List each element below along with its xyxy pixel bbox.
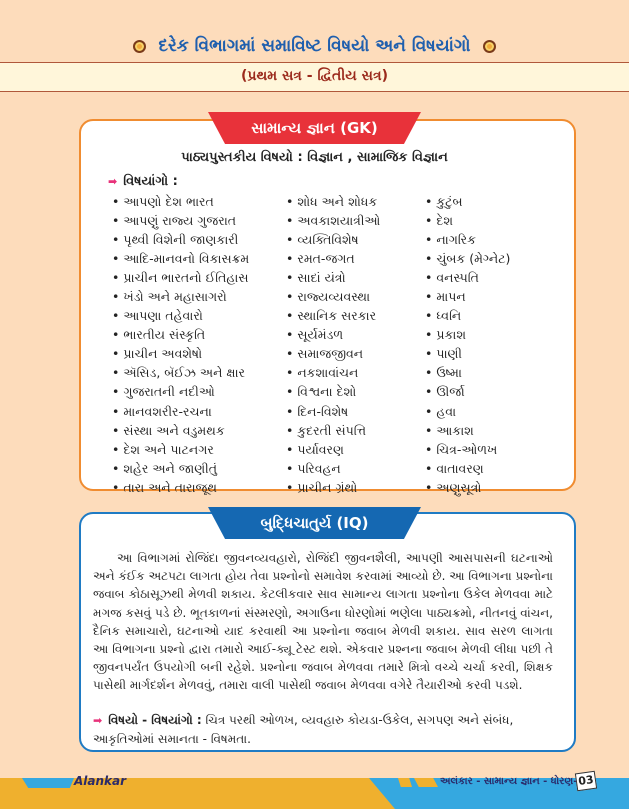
topic-item: પ્રાચીન ભારતનો ઈતિહાસ — [112, 268, 249, 287]
topic-item: સાદાં યંત્રો — [286, 268, 380, 287]
topic-item: નકશાવાંચન — [286, 363, 380, 382]
topic-item: ચિત્ર-ઓળખ — [425, 440, 510, 459]
topic-item: પ્રાચીન અવશેષો — [112, 344, 249, 363]
footer-stripe — [22, 778, 74, 788]
topics-column-1: આપણો દેશ ભારતઆપણું રાજ્ય ગુજરાતપૃથ્વી વિ… — [112, 192, 249, 497]
page-subtitle: (પ્રથમ સત્ર - દ્વિતીય સત્ર) — [240, 68, 388, 84]
topic-item: ભારતીય સંસ્કૃતિ — [112, 325, 249, 344]
topic-item: અણુસૂત્રો — [425, 478, 510, 497]
topic-item: ઊર્જા — [425, 382, 510, 401]
topic-item: સંસ્થા અને વડુમથક — [112, 421, 249, 440]
topic-item: પરિવહન — [286, 459, 380, 478]
subtitle-band — [0, 62, 629, 92]
topic-item: આપણું રાજ્ય ગુજરાત — [112, 211, 249, 230]
topic-item: ચુંબક (મેગ્નેટ) — [425, 249, 510, 268]
bullet-circle-icon — [133, 39, 147, 53]
topic-item: આપણો દેશ ભારત — [112, 192, 249, 211]
page-title: દરેક વિભાગમાં સમાવિષ્ટ વિષયો અને વિષયાંગ… — [0, 36, 629, 56]
topic-item: માપન — [425, 287, 510, 306]
topics-column-2: શોધ અને શોધકઅવકાશયાત્રીઓવ્યક્તિવિશેષરમત-… — [286, 192, 380, 497]
topic-item: વ્યક્તિવિશેષ — [286, 230, 380, 249]
footer-text: અલંકાર - સામાન્ય જ્ઞાન - ધોરણ-6 — [440, 776, 585, 787]
topic-item: તારા અને તારાજૂથ — [112, 478, 249, 497]
page-number: 03 — [574, 770, 598, 792]
topic-item: માનવશરીર-રચના — [112, 402, 249, 421]
iq-tab: બુદ્ધિચાતુર્ય (IQ) — [208, 507, 421, 539]
bullet-circle-icon — [482, 39, 496, 53]
subhead-text: વિષયાંગો : — [123, 174, 178, 189]
topic-item: સૂર્યમંડળ — [286, 325, 380, 344]
topic-item: પ્રકાશ — [425, 325, 510, 344]
topic-item: ઍસિડ, બૅઈઝ અને ક્ષાર — [112, 363, 249, 382]
title-text: દરેક વિભાગમાં સમાવિષ્ટ વિષયો અને વિષયાંગ… — [158, 36, 471, 56]
topic-item: ખંડો અને મહાસાગરો — [112, 287, 249, 306]
iq-box — [79, 512, 576, 752]
arrow-icon: ➡ — [93, 714, 103, 727]
topic-item: આદિ-માનવનો વિકાસક્રમ — [112, 249, 249, 268]
topic-item: શોધ અને શોધક — [286, 192, 380, 211]
topic-item: પાણી — [425, 344, 510, 363]
topic-item: દિન-વિશેષ — [286, 402, 380, 421]
footer — [0, 778, 629, 809]
topic-item: વાતાવરણ — [425, 459, 510, 478]
topic-item: દેશ અને પાટનગર — [112, 440, 249, 459]
topic-item: કુદરતી સંપત્તિ — [286, 421, 380, 440]
topic-item: વનસ્પતિ — [425, 268, 510, 287]
topics-label: વિષયો - વિષયાંગો : — [108, 713, 202, 727]
logo-text: Alankar — [74, 774, 127, 788]
topic-item: ઉષ્મા — [425, 363, 510, 382]
footer-stripe — [414, 778, 438, 787]
topic-item: ગુજરાતની નદીઓ — [112, 382, 249, 401]
topic-item: અવકાશયાત્રીઓ — [286, 211, 380, 230]
topic-item: રાજ્યવ્યવસ્થા — [286, 287, 380, 306]
topics-text: ચિત્ર પરથી ઓળખ, વ્યવહારુ કોયડા-ઉકેલ, સગપ… — [93, 713, 514, 747]
topic-item: આકાશ — [425, 421, 510, 440]
topic-item: પૃથ્વી વિશેની જાણકારી — [112, 230, 249, 249]
topic-item: પ્રાચીન ગ્રંથો — [286, 478, 380, 497]
top-band — [0, 0, 629, 62]
topic-item: નાગરિક — [425, 230, 510, 249]
topic-item: સમાજજીવન — [286, 344, 380, 363]
topic-item: રમત-જગત — [286, 249, 380, 268]
topic-item: દેશ — [425, 211, 510, 230]
topic-item: શહેર અને જાણીતું — [112, 459, 249, 478]
topic-item: સ્થાનિક સરકાર — [286, 306, 380, 325]
iq-paragraph: આ વિભાગમાં રોજિંદા જીવનવ્યવહારો, રોજિંદી… — [93, 551, 553, 693]
alankar-logo: Alankar — [74, 774, 126, 788]
topic-item: ધ્વનિ — [425, 306, 510, 325]
topic-item: આપણા તહેવારો — [112, 306, 249, 325]
gk-tab: સામાન્ય જ્ઞાન (GK) — [208, 112, 421, 144]
textbook-subjects: પાઠ્યપુસ્તકીય વિષયો : વિજ્ઞાન , સામાજિક … — [181, 150, 448, 165]
iq-topics: ➡ વિષયો - વિષયાંગો : ચિત્ર પરથી ઓળખ, વ્યવ… — [93, 711, 553, 748]
topic-item: વિશ્વના દેશો — [286, 382, 380, 401]
subtopics-heading: ➡ વિષયાંગો : — [108, 174, 178, 189]
footer-stripe — [398, 778, 412, 787]
topic-item: પર્યાવરણ — [286, 440, 380, 459]
topics-column-3: કુટુંબદેશનાગરિકચુંબક (મેગ્નેટ)વનસ્પતિમાપ… — [425, 192, 510, 497]
arrow-icon: ➡ — [108, 175, 118, 188]
topic-item: કુટુંબ — [425, 192, 510, 211]
topic-item: હવા — [425, 402, 510, 421]
